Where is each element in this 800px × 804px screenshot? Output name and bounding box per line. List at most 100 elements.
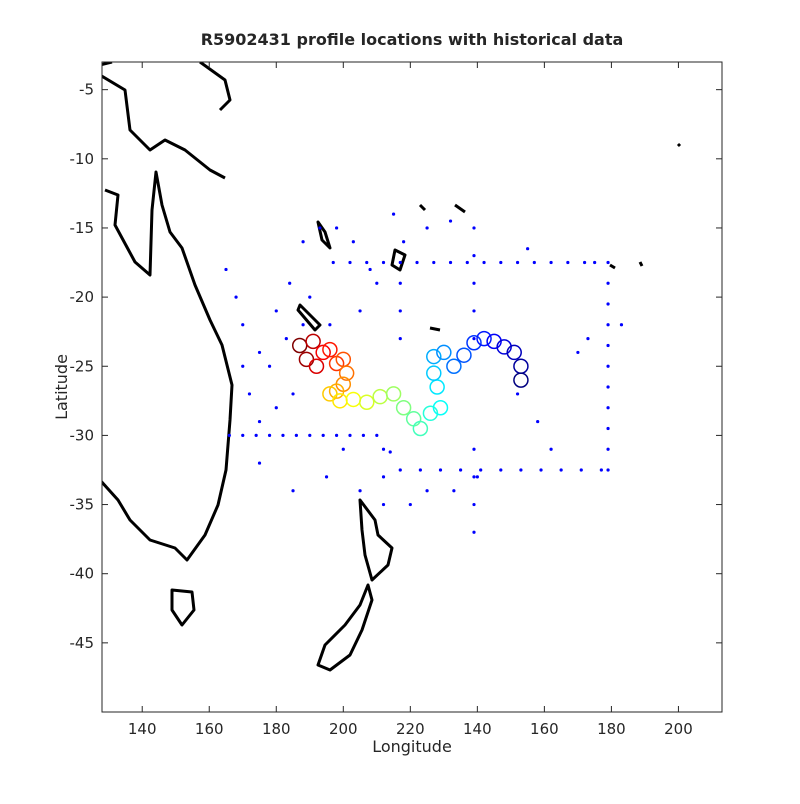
y-tick-label: -20 — [70, 288, 95, 306]
historical-point — [448, 219, 453, 223]
historical-point — [482, 260, 486, 265]
historical-point — [324, 475, 329, 479]
historical-point — [549, 447, 553, 451]
historical-point — [301, 240, 305, 244]
y-tick-label: -45 — [70, 634, 95, 652]
historical-point — [291, 489, 295, 493]
historical-point — [291, 392, 295, 396]
historical-point — [472, 447, 476, 451]
x-tick-label: 180 — [262, 720, 291, 738]
historical-point — [308, 295, 312, 299]
profile-marker — [308, 358, 325, 375]
profile-marker — [385, 386, 402, 402]
historical-point — [318, 226, 322, 230]
x-tick-label: 160 — [195, 720, 224, 738]
historical-point — [381, 447, 386, 451]
historical-point — [391, 212, 396, 216]
x-tick-label: 180 — [597, 720, 626, 738]
historical-point — [234, 295, 238, 299]
historical-point — [381, 475, 386, 479]
y-tick-label: -25 — [70, 357, 95, 375]
profile-marker — [456, 347, 472, 363]
historical-point — [381, 260, 386, 265]
x-tick-label: 200 — [664, 720, 693, 738]
axes-box — [101, 61, 723, 713]
historical-point — [472, 336, 476, 341]
historical-point — [472, 475, 476, 479]
historical-point — [224, 267, 228, 272]
historical-point — [274, 309, 278, 313]
x-tick-label: 140 — [463, 720, 492, 738]
historical-point — [398, 336, 402, 341]
historical-point — [425, 226, 429, 230]
historical-point — [348, 433, 352, 438]
historical-point — [526, 247, 530, 251]
historical-point — [375, 433, 379, 438]
historical-point — [472, 309, 476, 313]
historical-point — [472, 281, 476, 285]
historical-point — [334, 433, 339, 438]
profile-marker — [305, 333, 321, 350]
y-axis-label: Latitude — [52, 354, 71, 420]
profile-marker — [395, 399, 412, 416]
profile-marker — [315, 344, 331, 361]
historical-point — [398, 260, 402, 265]
profile-marker — [446, 358, 462, 375]
historical-point — [425, 489, 429, 493]
historical-point — [606, 281, 610, 285]
historical-point — [515, 392, 520, 396]
historical-point — [408, 502, 412, 507]
y-tick-label: -15 — [70, 219, 95, 237]
historical-point — [375, 281, 379, 285]
historical-point — [606, 364, 610, 368]
historical-point — [515, 260, 520, 265]
historical-point — [348, 260, 352, 265]
historical-point — [334, 226, 339, 230]
historical-point — [606, 447, 610, 451]
historical-point — [472, 502, 476, 507]
historical-point — [472, 226, 476, 230]
historical-point — [593, 260, 597, 265]
historical-point — [582, 260, 587, 265]
historical-point — [254, 433, 258, 438]
historical-point — [606, 385, 610, 389]
historical-point — [499, 260, 503, 265]
historical-point — [328, 323, 332, 327]
historical-point — [274, 406, 278, 410]
historical-point — [398, 468, 402, 472]
profile-marker — [426, 365, 442, 381]
profile-marker — [322, 341, 338, 358]
historical-point — [257, 419, 262, 424]
historical-point — [257, 350, 262, 355]
historical-point — [499, 468, 503, 472]
historical-point — [241, 323, 245, 327]
historical-point — [388, 450, 392, 454]
x-axis-label: Longitude — [372, 737, 452, 756]
profile-marker — [436, 344, 452, 361]
historical-point — [472, 254, 476, 258]
y-tick-label: -30 — [70, 426, 95, 444]
historical-point — [579, 468, 583, 472]
profile-marker — [338, 365, 355, 381]
historical-point — [586, 336, 590, 341]
plot-area — [224, 212, 624, 534]
historical-point — [321, 433, 325, 438]
coastlines — [102, 62, 682, 672]
historical-point — [241, 364, 245, 368]
historical-point — [247, 392, 252, 396]
profile-marker — [359, 394, 375, 410]
historical-point — [284, 336, 288, 341]
historical-point — [398, 281, 402, 285]
historical-point — [267, 364, 272, 368]
historical-point — [519, 468, 523, 472]
historical-point — [536, 419, 540, 424]
historical-point — [402, 240, 406, 244]
profile-marker — [412, 420, 429, 437]
profile-marker — [432, 399, 449, 416]
historical-point — [331, 260, 335, 265]
historical-point — [576, 350, 580, 355]
historical-point — [559, 468, 563, 472]
historical-point — [458, 468, 463, 472]
historical-point — [415, 260, 419, 265]
